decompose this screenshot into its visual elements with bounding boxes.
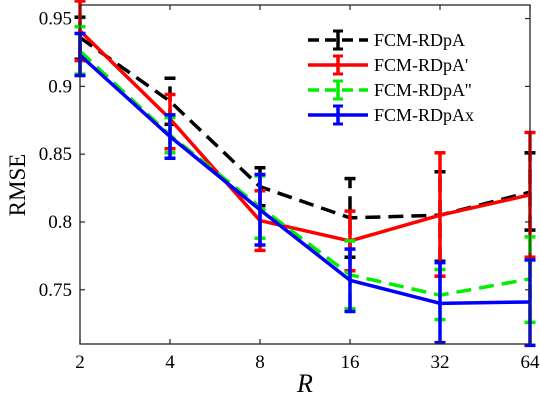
legend-label: FCM-RDpA'	[374, 55, 468, 75]
x-tick-label: 8	[255, 352, 265, 373]
x-tick-label: 16	[341, 352, 360, 373]
legend-label: FCM-RDpA	[374, 30, 465, 50]
series-line	[78, 53, 531, 306]
legend-item-2: FCM-RDpA'	[308, 54, 468, 76]
series-line	[78, 29, 531, 243]
plot-frame	[79, 4, 531, 345]
y-tick-label: 0.75	[39, 280, 72, 301]
legend-label: FCM-RDpAx	[374, 105, 474, 125]
x-tick-label: 32	[431, 352, 450, 373]
x-tick-label: 2	[75, 352, 85, 373]
x-tick-label: 4	[165, 352, 175, 373]
axis-ticks: 2 4 8 16 32 64 0.75 0.8 0.85 0.9 0.95	[39, 5, 540, 373]
y-tick-label: 0.85	[39, 144, 72, 165]
y-axis-label: RMSE	[5, 154, 30, 217]
series-2	[74, 0, 536, 278]
legend-item-1: FCM-RDpA	[308, 29, 465, 51]
plot-marks	[74, 0, 536, 348]
legend-label: FCM-RDpA''	[374, 80, 472, 100]
x-tick-label: 64	[521, 352, 540, 373]
y-tick-label: 0.8	[48, 212, 72, 233]
legend-item-4: FCM-RDpAx	[308, 104, 474, 126]
x-axis-label: R	[296, 369, 313, 398]
y-tick-label: 0.9	[48, 76, 72, 97]
legend: FCM-RDpA FCM-RDpA' FCM-RDpA'' FCM-RDpAx	[308, 29, 474, 126]
series-1	[74, 15, 536, 264]
series-line	[78, 36, 531, 220]
legend-item-3: FCM-RDpA''	[308, 79, 472, 101]
y-tick-label: 0.95	[39, 9, 72, 30]
